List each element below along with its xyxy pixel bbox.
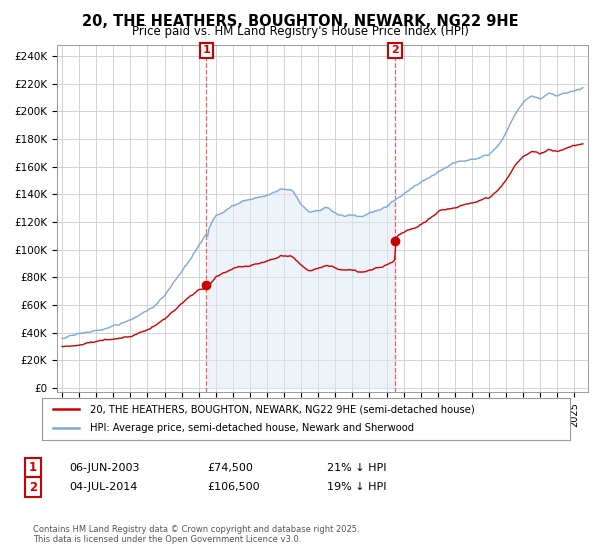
Text: 20, THE HEATHERS, BOUGHTON, NEWARK, NG22 9HE (semi-detached house): 20, THE HEATHERS, BOUGHTON, NEWARK, NG22… [89,404,474,414]
Text: Price paid vs. HM Land Registry's House Price Index (HPI): Price paid vs. HM Land Registry's House … [131,25,469,38]
Text: HPI: Average price, semi-detached house, Newark and Sherwood: HPI: Average price, semi-detached house,… [89,423,413,433]
Text: £106,500: £106,500 [207,482,260,492]
Text: 21% ↓ HPI: 21% ↓ HPI [327,463,386,473]
Text: 19% ↓ HPI: 19% ↓ HPI [327,482,386,492]
Text: 1: 1 [29,461,37,474]
Text: 2: 2 [391,45,399,55]
Text: 2: 2 [29,480,37,494]
Text: 20, THE HEATHERS, BOUGHTON, NEWARK, NG22 9HE: 20, THE HEATHERS, BOUGHTON, NEWARK, NG22… [82,14,518,29]
Text: 06-JUN-2003: 06-JUN-2003 [69,463,139,473]
Text: 04-JUL-2014: 04-JUL-2014 [69,482,137,492]
Text: £74,500: £74,500 [207,463,253,473]
Text: Contains HM Land Registry data © Crown copyright and database right 2025.
This d: Contains HM Land Registry data © Crown c… [33,525,359,544]
Text: 1: 1 [203,45,210,55]
